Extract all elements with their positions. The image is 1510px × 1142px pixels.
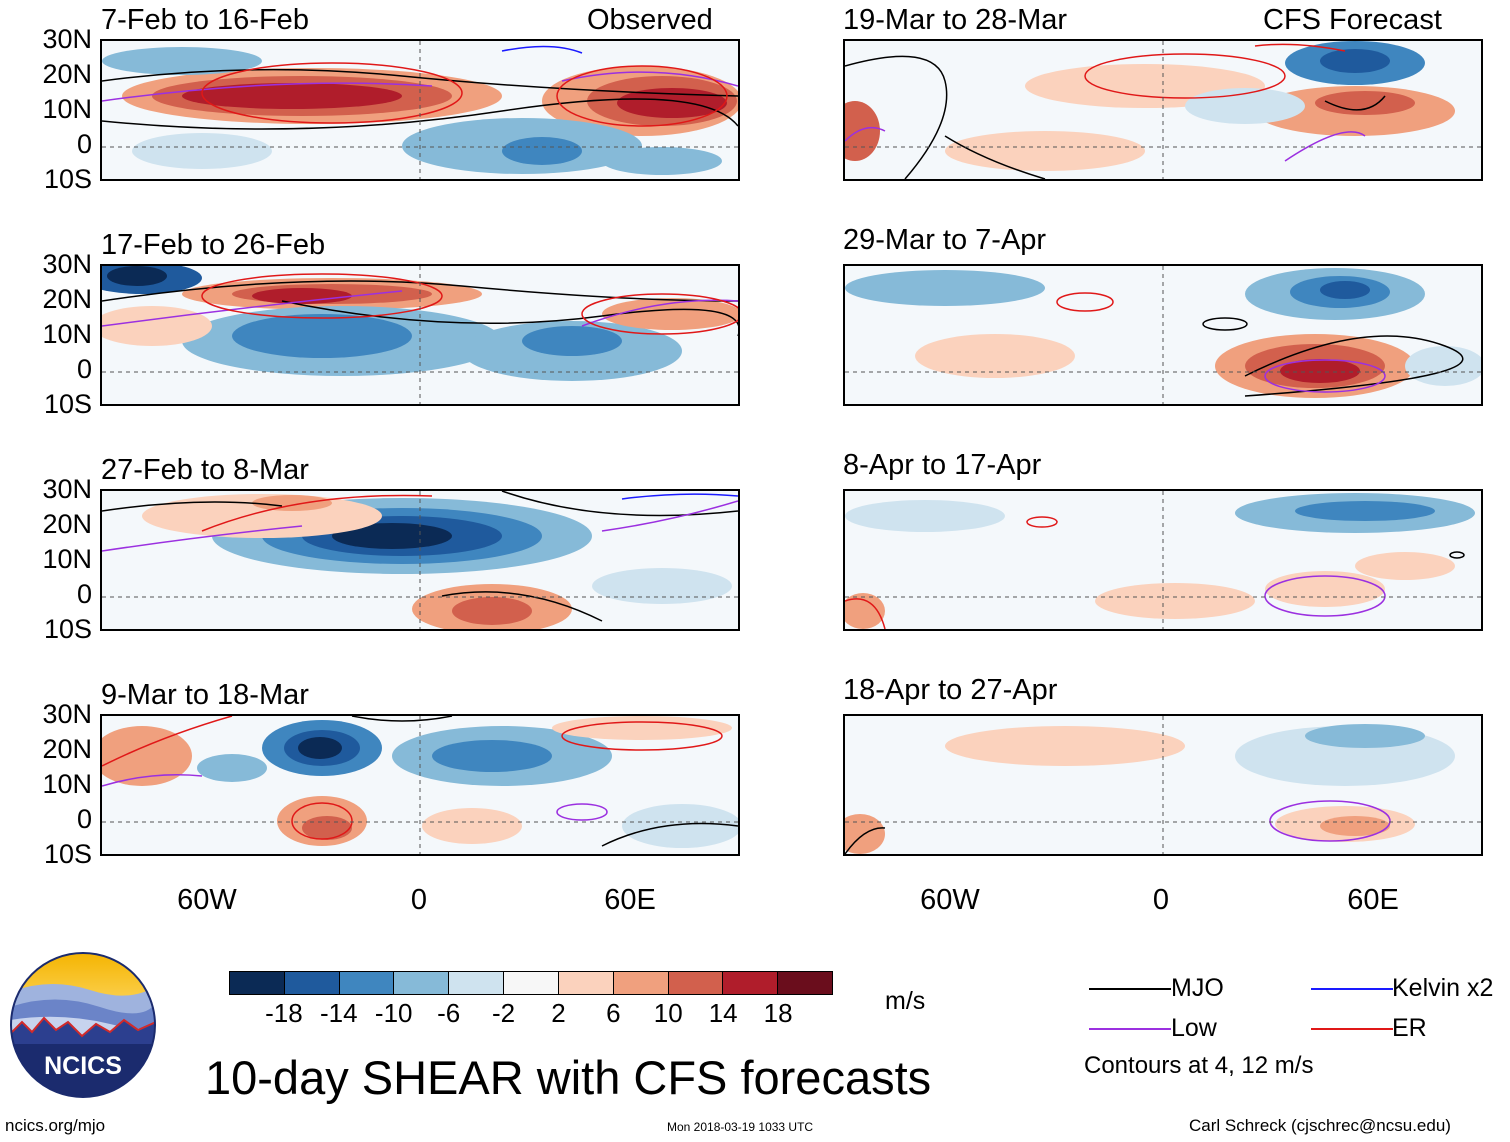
panel-title-fcst-2: 29-Mar to 7-Apr bbox=[843, 224, 1047, 256]
colorbar-label: 10 bbox=[653, 998, 683, 1028]
legend-line-mjo bbox=[1089, 988, 1171, 990]
y-tick-label: 10N bbox=[42, 769, 92, 799]
map-panel-fcst-4 bbox=[843, 714, 1483, 856]
y-tick-label: 20N bbox=[42, 734, 92, 764]
y-tick-label: 10N bbox=[42, 544, 92, 574]
x-tick-obs-0: 0 bbox=[410, 884, 428, 916]
y-tick-label: 30N bbox=[42, 474, 92, 504]
colorbar-label: 18 bbox=[763, 998, 793, 1028]
footer-timestamp: Mon 2018-03-19 1033 UTC bbox=[667, 1120, 814, 1134]
y-tick-label: 10N bbox=[42, 319, 92, 349]
x-tick-obs-60e: 60E bbox=[604, 884, 656, 916]
legend-line-kelvin bbox=[1311, 988, 1393, 990]
colorbar-label: 14 bbox=[708, 998, 738, 1028]
legend-label-kelvin: Kelvin x2 bbox=[1392, 974, 1494, 1002]
y-tick-label: 30N bbox=[42, 249, 92, 279]
y-tick-label: 10S bbox=[43, 614, 92, 644]
panel-title-fcst-3: 8-Apr to 17-Apr bbox=[843, 449, 1042, 481]
legend-line-low bbox=[1089, 1028, 1171, 1030]
y-tick-label: 20N bbox=[42, 59, 92, 89]
map-panel-fcst-2 bbox=[843, 264, 1483, 406]
legend-label-er: ER bbox=[1392, 1014, 1427, 1042]
legend-line-er bbox=[1311, 1028, 1393, 1030]
panel-title-obs-3: 27-Feb to 8-Mar bbox=[101, 454, 309, 486]
forecast-label: CFS Forecast bbox=[1263, 4, 1442, 36]
map-panel-fcst-3 bbox=[843, 489, 1483, 631]
panel-title-obs-2: 17-Feb to 26-Feb bbox=[101, 229, 326, 261]
x-tick-fcst-0: 0 bbox=[1152, 884, 1170, 916]
colorbar-swatch bbox=[558, 972, 614, 994]
panel-title-fcst-1: 19-Mar to 28-Mar bbox=[843, 4, 1068, 36]
y-tick-label: 10S bbox=[43, 389, 92, 419]
y-tick-label: 20N bbox=[42, 509, 92, 539]
colorbar-swatch bbox=[778, 972, 832, 994]
colorbar bbox=[229, 971, 833, 995]
colorbar-swatch bbox=[504, 972, 559, 994]
panel-title-fcst-4: 18-Apr to 27-Apr bbox=[843, 674, 1058, 706]
x-tick-fcst-60e: 60E bbox=[1347, 884, 1399, 916]
colorbar-swatch bbox=[668, 972, 724, 994]
main-title: 10-day SHEAR with CFS forecasts bbox=[205, 1051, 932, 1104]
y-tick-label: 0 bbox=[76, 129, 92, 159]
panel-title-obs-4: 9-Mar to 18-Mar bbox=[101, 679, 309, 711]
y-tick-label: 0 bbox=[76, 579, 92, 609]
logo-text: NCICS bbox=[44, 1052, 122, 1080]
colorbar-label: -14 bbox=[320, 998, 358, 1028]
colorbar-swatch bbox=[394, 972, 450, 994]
y-tick-label: 30N bbox=[42, 24, 92, 54]
map-panel-obs-2 bbox=[100, 264, 740, 406]
colorbar-swatch bbox=[723, 972, 779, 994]
y-tick-label: 20N bbox=[42, 284, 92, 314]
y-tick-label: 0 bbox=[76, 354, 92, 384]
x-tick-obs-60w: 60W bbox=[177, 884, 237, 916]
colorbar-swatch bbox=[613, 972, 669, 994]
colorbar-label: -10 bbox=[374, 998, 413, 1028]
colorbar-swatch bbox=[339, 972, 395, 994]
y-tick-label: 10S bbox=[43, 164, 92, 194]
map-panel-fcst-1 bbox=[843, 39, 1483, 181]
colorbar-label: -18 bbox=[265, 998, 303, 1028]
colorbar-swatch bbox=[449, 972, 505, 994]
y-tick-label: 0 bbox=[76, 804, 92, 834]
legend-label-mjo: MJO bbox=[1171, 974, 1224, 1002]
y-tick-label: 30N bbox=[42, 699, 92, 729]
footer-credit: Carl Schreck (cjschrec@ncsu.edu) bbox=[1189, 1116, 1451, 1135]
x-tick-fcst-60w: 60W bbox=[920, 884, 980, 916]
y-tick-label: 10N bbox=[42, 94, 92, 124]
panel-title-obs-1: 7-Feb to 16-Feb bbox=[101, 4, 309, 36]
colorbar-unit: m/s bbox=[885, 987, 926, 1015]
y-tick-label: 10S bbox=[43, 839, 92, 869]
colorbar-swatch bbox=[284, 972, 340, 994]
map-panel-obs-1 bbox=[100, 39, 740, 181]
map-panel-obs-3 bbox=[100, 489, 740, 631]
legend-note: Contours at 4, 12 m/s bbox=[1084, 1052, 1314, 1079]
colorbar-label: 6 bbox=[606, 998, 621, 1028]
colorbar-label: -6 bbox=[437, 998, 461, 1028]
legend-label-low: Low bbox=[1171, 1014, 1217, 1042]
colorbar-swatch bbox=[230, 972, 285, 994]
colorbar-label: 2 bbox=[551, 998, 566, 1028]
footer-url[interactable]: ncics.org/mjo bbox=[5, 1116, 106, 1135]
observed-label: Observed bbox=[587, 4, 713, 36]
ncics-logo: NCICS bbox=[10, 952, 156, 1103]
map-panel-obs-4 bbox=[100, 714, 740, 856]
colorbar-label: -2 bbox=[491, 998, 516, 1028]
